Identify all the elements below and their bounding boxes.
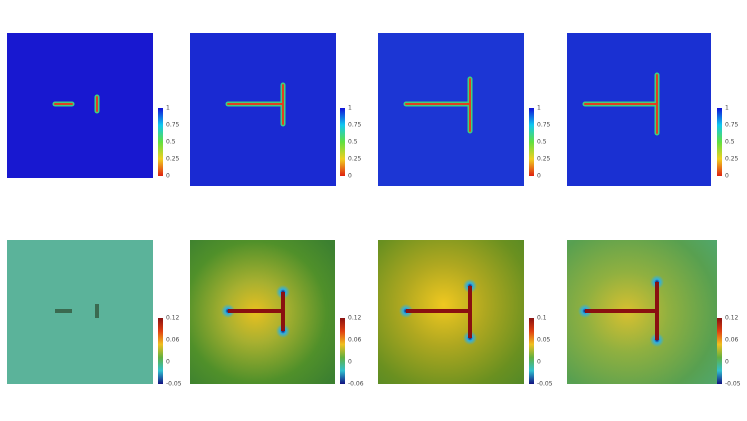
field-image xyxy=(7,240,153,384)
colorbar xyxy=(529,318,534,384)
colorbar-tick-label: -0.06 xyxy=(348,381,364,388)
panel: 1 0.75 0.5 0.25 0 xyxy=(378,33,551,186)
colorbar-tick-label: -0.05 xyxy=(725,381,741,388)
colorbar xyxy=(717,318,722,384)
colorbar-tick-label: 0.25 xyxy=(725,156,739,163)
colorbar xyxy=(158,318,163,384)
colorbar-tick-label: 0 xyxy=(725,359,729,366)
colorbar-tick-label: 0.25 xyxy=(537,156,551,163)
colorbar-tick-label: 0.12 xyxy=(348,315,362,322)
colorbar-tick-label: 0 xyxy=(166,359,170,366)
colorbar-tick-label: 0.12 xyxy=(725,315,739,322)
panels: 10.750.50.25010.750.50.25010.750.50.2501… xyxy=(7,33,741,388)
colorbar xyxy=(717,108,722,176)
field-image xyxy=(190,33,336,186)
colorbar-tick-label: -0.05 xyxy=(166,381,182,388)
colorbar-tick-label: -0.05 xyxy=(537,381,553,388)
colorbar-tick-label: 0 xyxy=(537,173,541,180)
colorbar-tick-label: 1 xyxy=(348,105,352,112)
colorbar-tick-label: 0.12 xyxy=(166,315,180,322)
colorbar-tick-label: 0.06 xyxy=(166,337,180,344)
colorbar xyxy=(340,108,345,176)
panel: 1 0.75 0.5 0.25 0 xyxy=(190,33,362,186)
panel: 1 0.75 0.5 0.25 0 xyxy=(7,33,180,180)
colorbar xyxy=(158,108,163,176)
colorbar-tick-label: 0 xyxy=(348,359,352,366)
colorbar-tick-label: 0.5 xyxy=(537,139,547,146)
colorbar-tick-label: 0 xyxy=(537,359,541,366)
colorbar-tick-label: 0 xyxy=(166,173,170,180)
field-image xyxy=(567,33,711,186)
colorbar-tick-label: 0.25 xyxy=(348,156,362,163)
panel: 0.12 0.06 0 -0.05 xyxy=(567,240,741,388)
colorbar xyxy=(529,108,534,176)
colorbar-tick-label: 0.25 xyxy=(166,156,180,163)
panel: 0.12 0.06 0 -0.06 xyxy=(190,240,364,388)
panel: 0.1 0.05 0 -0.05 xyxy=(378,240,553,388)
colorbar-tick-label: 0.06 xyxy=(725,337,739,344)
colorbar-tick-label: 0.1 xyxy=(537,315,547,322)
colorbar-tick-label: 1 xyxy=(166,105,170,112)
colorbar-tick-label: 0.05 xyxy=(537,337,551,344)
colorbar-tick-label: 1 xyxy=(725,105,729,112)
colorbar-tick-label: 0.75 xyxy=(166,122,180,129)
colorbar-tick-label: 0.75 xyxy=(537,122,551,129)
panel: 0.12 0.06 0 -0.05 xyxy=(7,240,182,388)
colorbar xyxy=(340,318,345,384)
field-image xyxy=(7,33,153,178)
colorbar-tick-label: 0.5 xyxy=(166,139,176,146)
colorbar-tick-label: 0.75 xyxy=(725,122,739,129)
field-image xyxy=(378,33,524,186)
colorbar-tick-label: 0 xyxy=(725,173,729,180)
colorbar-tick-label: 0.5 xyxy=(725,139,735,146)
colorbar-tick-label: 0.5 xyxy=(348,139,358,146)
colorbar-tick-label: 0.06 xyxy=(348,337,362,344)
colorbar-tick-label: 1 xyxy=(537,105,541,112)
colorbar-tick-label: 0 xyxy=(348,173,352,180)
colorbar-tick-label: 0.75 xyxy=(348,122,362,129)
panel: 1 0.75 0.5 0.25 0 xyxy=(567,33,739,186)
